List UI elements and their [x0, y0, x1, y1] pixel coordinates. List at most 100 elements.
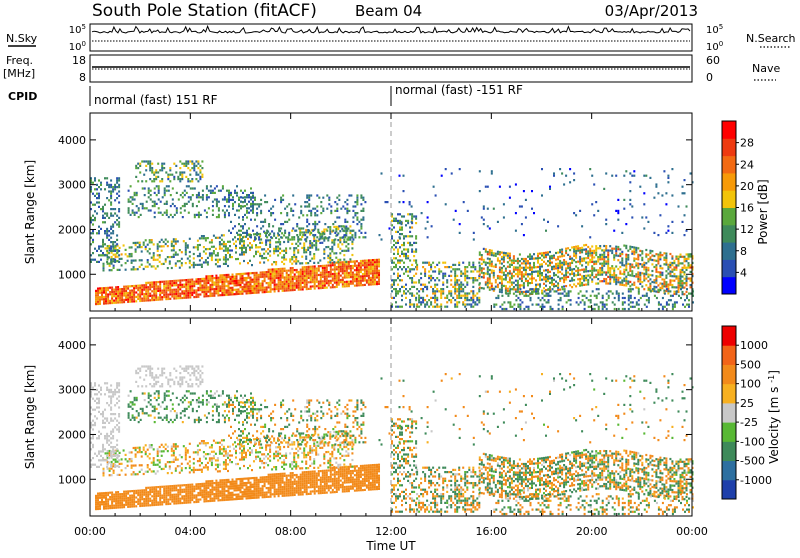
heatmap-cell: [573, 179, 575, 181]
heatmap-cell: [302, 234, 304, 236]
heatmap-cell: [274, 268, 276, 270]
heatmap-cell: [579, 256, 581, 258]
heatmap-cell: [164, 192, 166, 194]
heatmap-cell: [523, 262, 525, 264]
heatmap-cell: [342, 270, 344, 272]
heatmap-cell: [577, 247, 579, 249]
heatmap-cell: [123, 506, 125, 508]
heatmap-cell: [150, 190, 152, 192]
heatmap-cell: [319, 242, 321, 244]
heatmap-cell: [517, 282, 519, 284]
heatmap-cell: [267, 253, 269, 255]
heatmap-cell: [248, 292, 250, 294]
heatmap-cell: [149, 248, 151, 250]
heatmap-cell: [252, 197, 254, 199]
heatmap-cell: [542, 306, 544, 308]
heatmap-cell: [163, 167, 165, 169]
heatmap-cell: [608, 297, 610, 299]
heatmap-cell: [453, 219, 455, 221]
heatmap-cell: [306, 197, 308, 199]
heatmap-cell: [278, 230, 280, 232]
freq-tick-top: 18: [72, 54, 86, 67]
heatmap-cell: [401, 223, 403, 225]
heatmap-cell: [547, 271, 549, 273]
heatmap-cell: [179, 180, 181, 182]
heatmap-cell: [344, 221, 346, 223]
heatmap-cell: [95, 292, 97, 294]
heatmap-cell: [296, 234, 298, 236]
heatmap-cell: [346, 221, 348, 223]
cpid-label: CPID: [8, 90, 37, 103]
heatmap-cell: [123, 499, 125, 501]
heatmap-cell: [607, 256, 609, 258]
heatmap-cell: [310, 281, 312, 283]
heatmap-cell: [255, 251, 257, 253]
heatmap-cell: [485, 273, 487, 275]
heatmap-cell: [655, 271, 657, 273]
heatmap-cell: [256, 274, 258, 276]
heatmap-cell: [183, 240, 185, 242]
heatmap-cell: [481, 267, 483, 269]
heatmap-cell: [671, 232, 673, 234]
heatmap-cell: [604, 304, 606, 306]
heatmap-cell: [569, 249, 571, 251]
heatmap-cell: [444, 275, 446, 277]
heatmap-cell: [142, 187, 144, 189]
heatmap-cell: [622, 293, 624, 295]
heatmap-cell: [306, 284, 308, 286]
heatmap-cell: [99, 495, 101, 497]
heatmap-cell: [545, 252, 547, 254]
heatmap-cell: [137, 268, 139, 270]
heatmap-cell: [595, 245, 597, 247]
heatmap-cell: [350, 274, 352, 276]
heatmap-cell: [92, 204, 94, 206]
heatmap-cell: [529, 282, 531, 284]
heatmap-cell: [251, 244, 253, 246]
heatmap-cell: [239, 240, 241, 242]
heatmap-cell: [296, 278, 298, 280]
heatmap-cell: [145, 165, 147, 167]
heatmap-cell: [118, 208, 120, 210]
heatmap-cell: [635, 249, 637, 251]
heatmap-cell: [300, 227, 302, 229]
heatmap-cell: [649, 256, 651, 258]
heatmap-cell: [294, 203, 296, 205]
heatmap-cell: [657, 254, 659, 256]
heatmap-cell: [280, 288, 282, 290]
heatmap-cell: [537, 266, 539, 268]
heatmap-cell: [292, 210, 294, 212]
heatmap-cell: [308, 210, 310, 212]
heatmap-cell: [119, 269, 121, 271]
heatmap-cell: [351, 254, 353, 256]
heatmap-cell: [517, 269, 519, 271]
heatmap-cell: [238, 282, 240, 284]
heatmap-cell: [270, 271, 272, 273]
heatmap-cell: [229, 249, 231, 251]
heatmap-cell: [197, 278, 199, 280]
heatmap-cell: [671, 284, 673, 286]
heatmap-cell: [217, 292, 219, 294]
heatmap-cell: [336, 286, 338, 288]
heatmap-cell: [499, 262, 501, 264]
heatmap-cell: [264, 271, 266, 273]
heatmap-cell: [483, 223, 485, 225]
heatmap-cell: [401, 226, 403, 228]
heatmap-cell: [105, 300, 107, 302]
heatmap-cell: [207, 291, 209, 293]
heatmap-cell: [686, 284, 688, 286]
heatmap-cell: [609, 280, 611, 282]
heatmap-cell: [104, 254, 106, 256]
heatmap-cell: [98, 232, 100, 234]
heatmap-cell: [110, 228, 112, 230]
heatmap-cell: [304, 268, 306, 270]
heatmap-cell: [193, 257, 195, 259]
heatmap-cell: [218, 209, 220, 211]
heatmap-cell: [476, 270, 478, 272]
heatmap-cell: [314, 223, 316, 225]
heatmap-cell: [338, 225, 340, 227]
heatmap-cell: [319, 259, 321, 261]
heatmap-cell: [374, 270, 376, 272]
heatmap-cell: [616, 293, 618, 295]
heatmap-cell: [312, 208, 314, 210]
heatmap-cell: [659, 274, 661, 276]
